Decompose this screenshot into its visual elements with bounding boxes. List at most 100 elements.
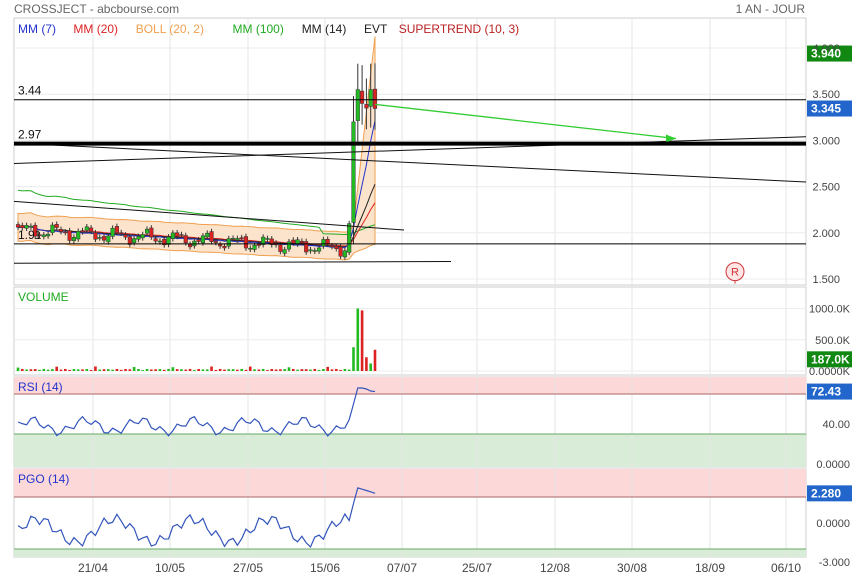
bollinger-band [17,36,376,261]
rsi-badge: 72.43 [811,385,841,399]
candle [54,224,59,228]
candle [153,238,158,242]
volume-bar [347,369,351,371]
panel-frames [13,17,807,558]
candle [278,244,283,252]
volume-bar [141,370,145,371]
candle [50,224,55,233]
x-tick-label: 06/10 [771,561,801,575]
candle [248,247,253,250]
volume-bar [201,369,205,371]
volume-bar [279,369,282,371]
candle [132,238,137,244]
volume-bar [72,369,76,371]
volume-bar [231,369,235,371]
candle [368,89,373,107]
volume-bar [68,369,71,371]
volume-bar [115,368,119,371]
volume-badge-bg [807,351,852,368]
volume-bar [184,369,188,371]
trend-line [13,136,807,164]
candle [84,226,89,231]
volume-bar [244,369,248,371]
volume-bar [261,368,265,371]
candle [239,237,244,239]
volume-bar [373,349,377,371]
candle [106,235,111,243]
price-badge: 3.345 [811,102,841,116]
volume-bar [188,368,192,371]
volume-bar [330,369,334,371]
candle [334,246,339,249]
volume-bar [171,367,175,371]
candle [282,249,287,254]
y-tick-label: 0.0000 [816,518,850,530]
volume-bar [55,366,59,371]
candle [265,238,270,240]
volume-bar [38,369,41,371]
candle [261,236,266,245]
volume-bar [42,368,46,371]
grid-lines [14,18,806,557]
volume-bar [197,369,200,371]
candle [355,89,360,121]
y-tick-label: 4.000 [812,43,840,55]
trend-line [13,260,452,264]
volume-bar [111,369,114,371]
x-tick-label: 30/08 [617,561,647,575]
level-label: 3.44 [18,84,42,98]
volume-bar [214,369,218,371]
volume-bar [51,369,54,371]
candle [149,227,154,238]
volume-bar [145,368,149,371]
legend-item: MM (14) [302,22,347,36]
volume-bar [369,363,372,371]
candle [28,225,33,228]
panel-frame-vol [13,286,807,376]
pgo-badge-bg [807,485,852,502]
candle [360,90,365,104]
candle [123,234,128,238]
candle [226,238,231,247]
volume-bar [248,366,252,371]
axis-labels: 21/04 10/05 27/05 15/06 07/07 25/07 12/08 30/08… [18,43,851,575]
volume-bar [218,368,222,371]
candle [321,239,326,247]
y-tick-label: -3.000 [819,557,850,569]
volume-bar [317,369,321,371]
legend-item: BOLL (20, 2) [136,22,204,36]
volume-badge: 187.0K [811,352,850,366]
candle [89,227,94,232]
candle [127,236,132,245]
legend-item: MM (20) [73,22,118,36]
y-tick-label: 3.000 [812,135,840,147]
rsi-title: RSI (14) [18,380,63,394]
volume-bar [29,369,33,371]
y-tick-label: 2.500 [812,182,840,194]
volume-bar [291,368,295,371]
x-tick-label: 07/07 [387,561,417,575]
candle [213,240,218,243]
candle [222,245,227,249]
volume-bar [46,369,50,371]
volume-bar [274,369,278,371]
candle [364,104,369,109]
volume-bar [59,369,63,371]
volume-bar [16,367,20,371]
volume-bar [287,367,291,371]
x-tick-label: 18/09 [695,561,725,575]
candle [101,236,107,241]
volume-bar [257,369,261,371]
pgo-line [17,487,376,549]
x-tick-label: 27/05 [233,561,263,575]
volume-bar [339,369,342,371]
period-selector[interactable]: 1 AN - JOUR [735,2,805,16]
candle [200,235,206,244]
candle [269,238,274,246]
x-tick-label: 12/08 [540,561,570,575]
candle [93,232,98,240]
candle [157,240,162,243]
volume-bar [154,369,157,371]
pgo-overbought-zone [14,469,806,497]
